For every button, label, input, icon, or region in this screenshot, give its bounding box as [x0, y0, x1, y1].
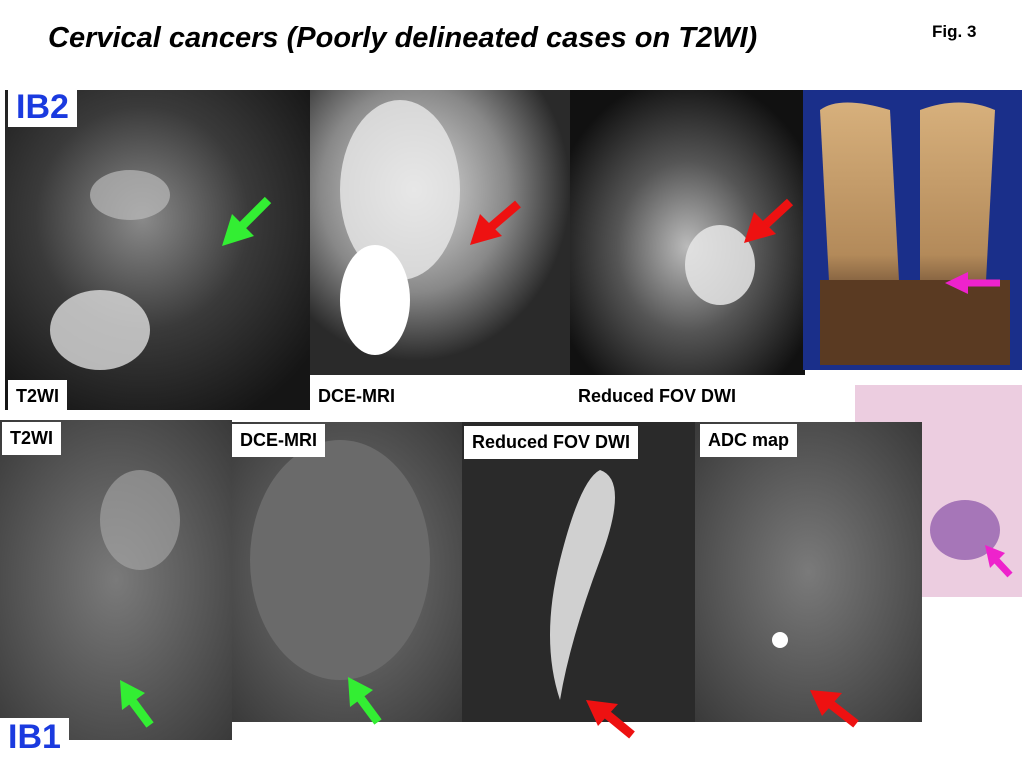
bottom-row	[0, 420, 922, 740]
figure-label: Fig. 3	[932, 22, 977, 41]
panel-label: Reduced FOV DWI	[570, 380, 745, 413]
stage-label: IB2	[8, 88, 77, 127]
panel-label: DCE-MRI	[232, 424, 325, 457]
panel-label: T2WI	[2, 422, 61, 455]
panel-label: T2WI	[8, 380, 67, 413]
title: Cervical cancers (Poorly delineated case…	[48, 22, 758, 54]
top-row	[5, 90, 1022, 597]
panel-label: DCE-MRI	[310, 380, 403, 413]
panel-label: Reduced FOV DWI	[464, 426, 639, 459]
panel-label: ADC map	[700, 424, 798, 457]
arrows	[120, 196, 1013, 739]
stage-label: IB1	[0, 718, 69, 757]
